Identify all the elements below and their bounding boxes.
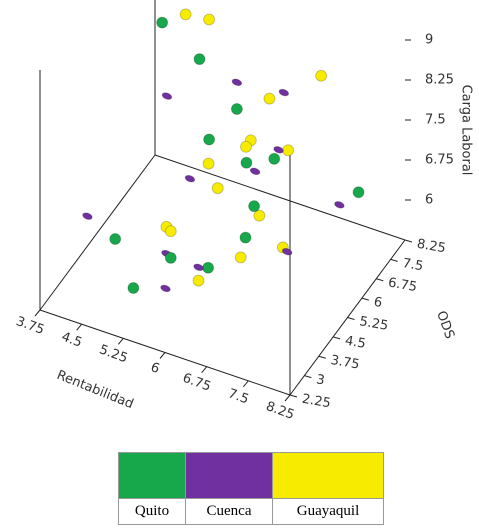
y-tick [304,375,312,379]
y-tick-label: 6.75 [387,275,418,295]
point [234,251,247,264]
y-tick [318,355,326,359]
legend-item: Quito [119,453,186,524]
point [193,263,204,272]
point [184,174,196,183]
z-tick-label: 6 [425,193,433,208]
y-tick [347,317,355,320]
point [156,16,169,29]
point [273,145,284,154]
chart: Rentabilidad ODS Carga Laboral 3.754.55.… [14,0,474,423]
point [230,102,243,115]
box-edge [39,154,156,311]
legend-swatch [273,453,383,498]
x-tick [284,394,291,402]
point [231,78,243,87]
y-tick [404,239,413,243]
point [263,92,276,105]
point [253,209,266,222]
point [192,274,205,287]
point [240,156,253,169]
legend-item: Guayaquil [273,453,383,524]
point [268,152,281,165]
point [211,182,224,195]
x-tick [34,309,41,317]
y-tick-label: 3.75 [329,353,360,373]
y-tick-label: 3 [315,372,326,388]
z-tick-label: 6.75 [425,153,454,168]
point [164,251,177,264]
y-tick [361,297,370,301]
point [239,140,252,153]
legend-label: Cuenca [186,498,272,524]
y-tick-label: 8.25 [416,237,447,257]
x-tick [117,338,124,345]
legend-label: Quito [119,498,185,524]
legend-label: Guayaquil [273,498,383,524]
legend-swatch [186,453,272,498]
x-tick-label: 6.75 [180,371,212,395]
box-edge [154,154,406,241]
y-tick-label: 2.25 [301,392,332,412]
y-tick [390,258,398,262]
legend-swatch [119,453,185,498]
x-tick-label: 3.75 [14,314,46,338]
x-tick-label: 5.25 [97,342,129,366]
point [352,186,365,199]
y-tick-label: 6 [373,295,384,311]
z-tick-label: 7.5 [425,113,446,128]
y-axis-label: ODS [433,309,457,341]
point [203,13,216,26]
y-tick [289,394,298,398]
x-axis-label: Rentabilidad [54,368,135,412]
point [202,157,215,170]
x-tick [201,366,208,373]
point [239,231,252,244]
point [109,232,122,245]
y-tick [332,336,341,340]
x-tick [159,352,166,359]
x-tick [242,380,249,388]
point [282,144,295,157]
legend-item: Cuenca [186,453,273,524]
z-tick-label: 8.25 [425,73,454,88]
point [315,69,328,82]
point [193,53,206,66]
x-tick-label: 8.25 [264,399,296,423]
x-tick [76,323,83,331]
y-tick-label: 7.5 [401,256,424,274]
x-tick-label: 4.5 [59,330,84,351]
point [82,212,93,220]
point [179,8,192,21]
z-axis-label: Carga Laboral [459,85,474,176]
point [281,247,293,256]
point [161,92,173,100]
y-tick-label: 4.5 [344,333,367,351]
point [249,167,261,176]
point [202,261,215,274]
point [248,200,261,213]
point [278,88,290,97]
x-tick-label: 6 [149,360,162,377]
point [334,200,345,209]
y-tick-label: 5.25 [358,314,389,334]
legend: Quito Cuenca Guayaquil [118,452,384,525]
x-tick-label: 7.5 [226,386,251,407]
z-tick-label: 9 [425,33,433,48]
point [160,284,171,293]
y-tick [376,278,384,282]
point [203,133,216,146]
point [127,281,140,294]
point [164,225,177,238]
